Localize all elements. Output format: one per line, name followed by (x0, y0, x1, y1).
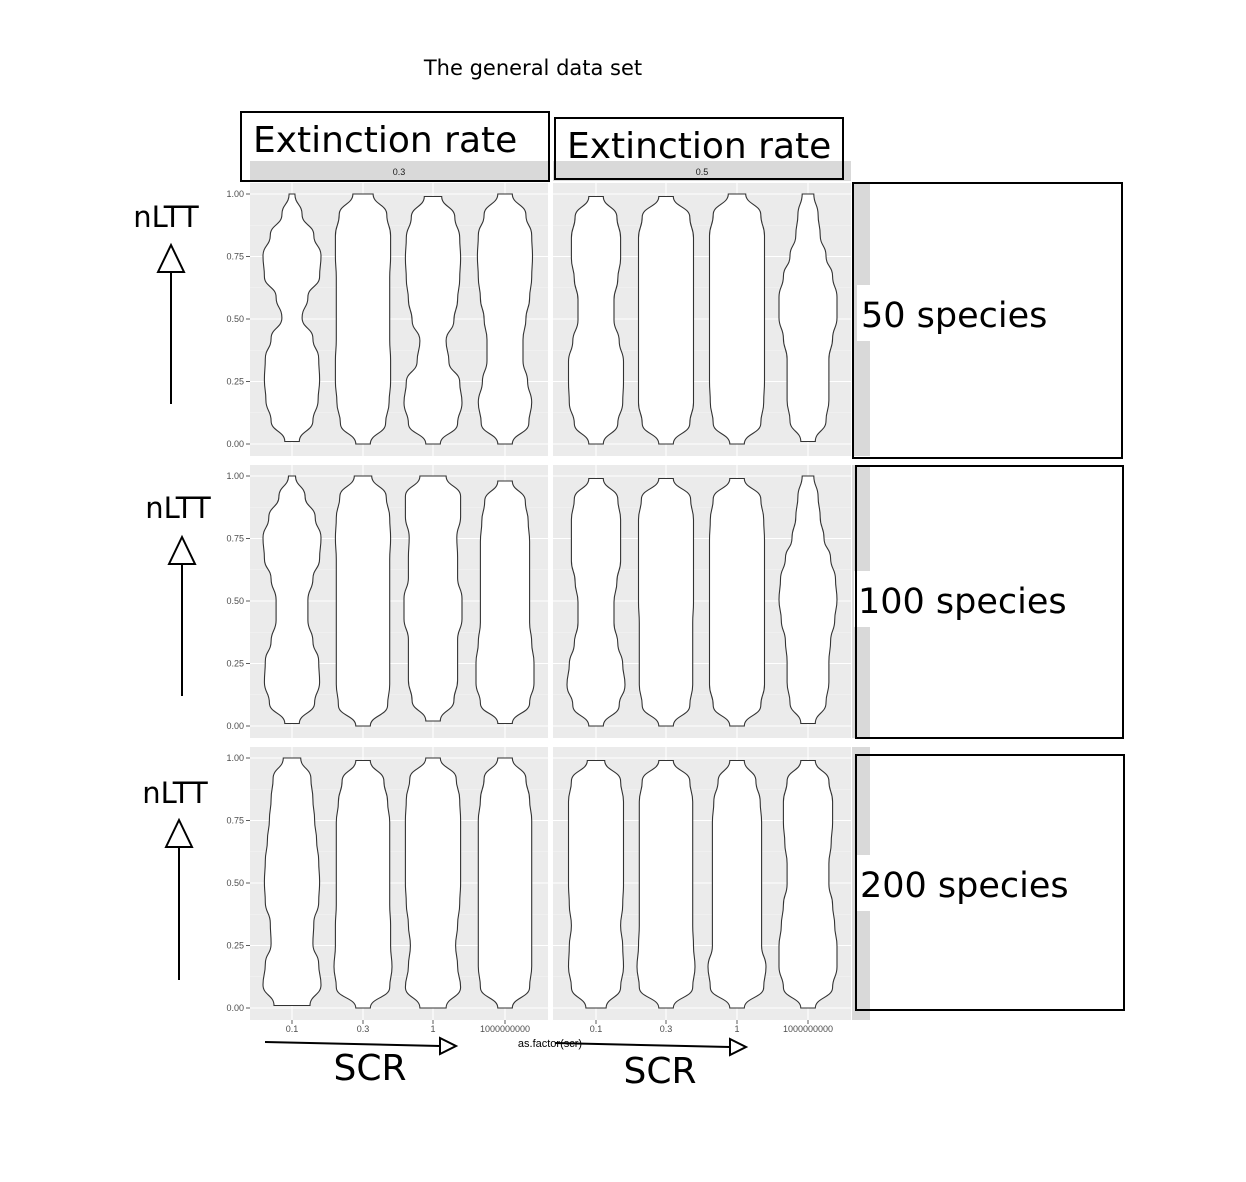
annotation-arrow-head (156, 242, 186, 273)
annotation-nltt: nLTT (145, 491, 211, 525)
annotation-arrow-shaft (264, 1041, 441, 1047)
x-tick-label: 1000000000 (783, 1024, 833, 1034)
facet-strip-label: 0.3 (393, 167, 406, 177)
annotation-species: 50 species (861, 296, 1047, 336)
violin-0-0-1 (334, 193, 392, 445)
violin-1-0-2 (403, 475, 463, 722)
annotation-species: 100 species (858, 582, 1067, 622)
annotation-box-right (855, 754, 1125, 1011)
chart-title: The general data set (423, 56, 642, 80)
violin-1-0-0 (262, 475, 322, 725)
violin-0-1-0 (567, 195, 625, 445)
annotation-mask (854, 571, 872, 627)
annotation-arrow-head (164, 817, 194, 848)
annotation-arrow-head (167, 534, 197, 565)
violin-0-0-0 (262, 193, 322, 443)
x-tick-label: 1 (734, 1024, 739, 1034)
y-tick-label: 0.00 (226, 1003, 244, 1013)
y-tick-label: 0.25 (226, 377, 244, 387)
facet-strip-top (553, 161, 851, 181)
annotation-box-top (554, 117, 844, 180)
x-tick-label: 1000000000 (480, 1024, 530, 1034)
violin-0-1-2 (708, 193, 766, 445)
violin-1-1-3 (778, 475, 838, 725)
annotation-layer: Extinction rate Extinction rate 50 species… (133, 111, 1125, 1092)
annotation-extinction-rate: Extinction rate (253, 120, 517, 161)
y-tick-label: 0.75 (226, 534, 244, 544)
annotation-nltt: nLTT (133, 200, 199, 234)
y-tick-label: 0.50 (226, 596, 244, 606)
violin-2-1-2 (707, 759, 767, 1009)
violin-2-1-1 (636, 759, 696, 1009)
annotation-box-top (240, 111, 550, 182)
violin-2-0-0 (262, 757, 322, 1007)
x-tick-label: 0.1 (590, 1024, 603, 1034)
facet-strip-label: 0.5 (696, 167, 709, 177)
annotation-box-right (855, 465, 1124, 739)
annotation-scr: SCR (623, 1051, 696, 1092)
y-tick-label: 0.75 (226, 252, 244, 262)
y-tick-label: 0.25 (226, 941, 244, 951)
panels-layer: 0.3 0.5 0.00 0.25 0.50 0.75 1.00 0.00 0.25 0.50 0.… (226, 161, 870, 1034)
y-tick-label: 0.50 (226, 314, 244, 324)
y-tick-label: 0.50 (226, 878, 244, 888)
annotation-mask (856, 855, 874, 911)
violin-2-0-1 (333, 759, 393, 1009)
annotation-mask (857, 285, 875, 341)
violin-0-0-3 (476, 193, 534, 445)
x-axis-label: as.factor(scr) (518, 1038, 582, 1050)
annotation-box-right (852, 182, 1123, 459)
x-tick-label: 0.1 (286, 1024, 299, 1034)
annotation-scr: SCR (333, 1048, 406, 1089)
annotation-arrow-head (729, 1037, 749, 1057)
y-tick-label: 0.75 (226, 816, 244, 826)
annotation-species: 200 species (860, 866, 1069, 906)
violin-2-1-3 (778, 759, 838, 1009)
violin-1-0-3 (475, 480, 535, 725)
violin-1-1-2 (708, 477, 766, 727)
violin-2-1-0 (567, 759, 625, 1009)
y-tick-label: 0.25 (226, 659, 244, 669)
violin-2-0-2 (404, 757, 462, 1009)
facet-strip-top (250, 161, 548, 181)
y-tick-label: 0.00 (226, 721, 244, 731)
y-tick-label: 0.00 (226, 439, 244, 449)
violin-0-1-1 (637, 195, 695, 445)
annotation-nltt: nLTT (142, 776, 208, 810)
violin-1-1-0 (566, 477, 626, 727)
violin-1-1-1 (637, 477, 695, 727)
annotation-extinction-rate: Extinction rate (567, 126, 831, 167)
x-tick-label: 0.3 (357, 1024, 370, 1034)
y-tick-label: 1.00 (226, 189, 244, 199)
violin-0-0-2 (403, 195, 463, 445)
violin-0-1-3 (778, 193, 838, 443)
x-tick-label: 1 (430, 1024, 435, 1034)
violin-1-0-1 (334, 475, 392, 727)
annotation-arrow-head (439, 1036, 459, 1056)
violin-2-0-3 (477, 757, 533, 1009)
x-tick-label: 0.3 (660, 1024, 673, 1034)
y-tick-label: 1.00 (226, 471, 244, 481)
y-tick-label: 1.00 (226, 753, 244, 763)
annotation-arrow-shaft (554, 1042, 731, 1048)
